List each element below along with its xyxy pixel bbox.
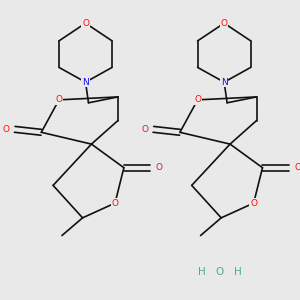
Text: O: O: [112, 199, 118, 208]
Text: O: O: [221, 19, 228, 28]
Text: O: O: [2, 125, 9, 134]
Text: O: O: [216, 267, 224, 278]
Text: N: N: [82, 78, 89, 87]
Text: O: O: [156, 163, 163, 172]
Text: O: O: [141, 125, 148, 134]
Text: O: O: [294, 163, 300, 172]
Text: O: O: [250, 199, 257, 208]
Text: O: O: [56, 95, 62, 104]
Text: O: O: [82, 19, 89, 28]
Text: H: H: [198, 267, 206, 278]
Text: H: H: [234, 267, 241, 278]
Text: N: N: [221, 78, 227, 87]
Text: O: O: [194, 95, 201, 104]
